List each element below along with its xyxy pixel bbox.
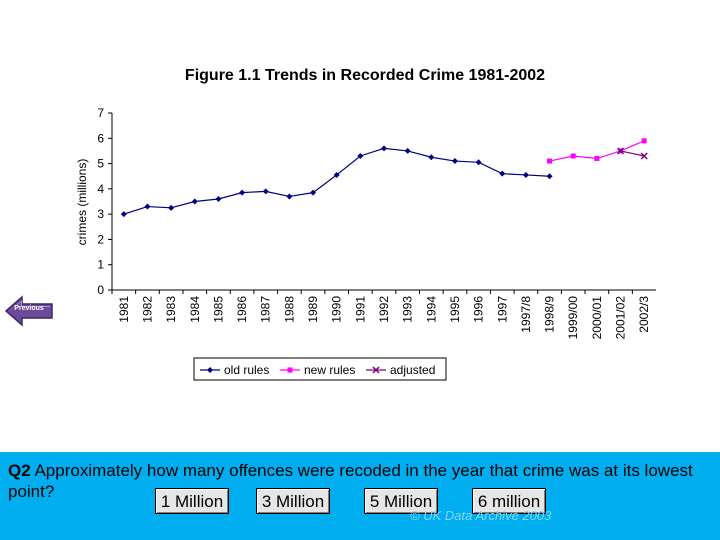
- data-point: [428, 154, 435, 161]
- data-point: [570, 153, 576, 159]
- x-tick-label: 1997: [495, 296, 509, 323]
- series-line: [123, 147, 550, 215]
- y-tick-label: 5: [97, 157, 104, 171]
- question-body: Approximately how many offences were rec…: [8, 461, 693, 501]
- y-tick-label: 7: [97, 106, 104, 120]
- series-adjusted: [616, 147, 648, 160]
- data-point: [404, 147, 411, 154]
- series-old-rules: [120, 145, 553, 218]
- data-point: [381, 145, 387, 152]
- data-point: [286, 193, 293, 200]
- series-line: [620, 150, 645, 157]
- x-tick-label: 1994: [424, 296, 438, 323]
- data-point: [310, 189, 317, 196]
- data-point: [499, 170, 506, 177]
- data-point: [547, 158, 553, 164]
- y-tick-label: 6: [97, 131, 104, 145]
- data-point: [475, 159, 482, 166]
- x-tick-label: 1988: [282, 296, 296, 323]
- data-point: [191, 198, 198, 205]
- data-point: [120, 211, 127, 218]
- x-tick-labels: 1981 1982 1983 1984 1985 1986 1987 1988 1989 1990…: [117, 296, 651, 340]
- x-tick-label: 1999/00: [566, 296, 580, 340]
- axes: [108, 112, 656, 294]
- copyright-text: © UK Data Archive 2003: [410, 508, 552, 523]
- y-axis-label: crimes (millions): [75, 159, 89, 246]
- legend-marker: [287, 367, 293, 373]
- legend-marker: [372, 366, 380, 374]
- series-new-rules: [547, 138, 647, 164]
- x-tick-label: 1986: [235, 296, 249, 323]
- answer-3-million-button[interactable]: 3 Million: [256, 488, 330, 514]
- data-point: [616, 147, 625, 155]
- data-point: [144, 203, 151, 210]
- series-layer: [120, 138, 648, 218]
- data-point: [451, 158, 458, 165]
- x-tick-label: 1998/9: [543, 296, 557, 333]
- data-point: [333, 171, 340, 178]
- legend-item: adjusted: [366, 363, 435, 377]
- data-point: [546, 173, 553, 180]
- legend-box: [193, 357, 447, 381]
- x-tick-label: 2000/01: [590, 296, 604, 340]
- x-tick-label: 1984: [188, 296, 202, 323]
- chart: Figure 1.1 Trends in Recorded Crime 1981…: [75, 67, 656, 381]
- data-point: [168, 204, 175, 211]
- x-tick-label: 2001/02: [614, 296, 628, 340]
- x-tick-label: 1989: [306, 296, 320, 323]
- legend-label: adjusted: [390, 363, 435, 377]
- data-point: [641, 138, 647, 144]
- legend-item: new rules: [280, 363, 355, 377]
- data-point: [594, 156, 600, 162]
- previous-arrow-icon: [4, 295, 53, 327]
- x-tick-label: 1985: [211, 296, 225, 323]
- legend-label: old rules: [224, 363, 269, 377]
- legend-label: new rules: [304, 363, 355, 377]
- y-tick-label: 4: [97, 182, 104, 196]
- question-number: Q2: [8, 461, 31, 480]
- y-tick-label: 0: [97, 283, 104, 297]
- y-tick-labels: 0 1 2 3 4 5 6 7: [97, 106, 104, 297]
- x-tick-label: 1991: [353, 296, 367, 323]
- y-tick-label: 1: [97, 258, 104, 272]
- legend-marker: [207, 367, 213, 373]
- x-tick-label: 1981: [117, 296, 131, 323]
- x-tick-label: 1995: [448, 296, 462, 323]
- data-point: [239, 189, 246, 196]
- data-point: [640, 152, 648, 160]
- x-tick-label: 1983: [164, 296, 178, 323]
- x-tick-label: 1990: [330, 296, 344, 323]
- x-tick-label: 1993: [401, 296, 415, 323]
- previous-label: Previous: [14, 305, 44, 312]
- data-point: [522, 171, 529, 178]
- answer-1-million-button[interactable]: 1 Million: [155, 488, 229, 514]
- answer-6-million-button[interactable]: 6 million: [472, 488, 546, 514]
- question-panel: Q2 Approximately how many offences were …: [0, 452, 720, 540]
- x-tick-label: 1987: [259, 296, 273, 323]
- question-text: Q2 Approximately how many offences were …: [8, 460, 708, 502]
- answer-5-million-button[interactable]: 5 Million: [364, 488, 438, 514]
- legend-item: old rules: [200, 363, 269, 377]
- data-point: [357, 152, 364, 159]
- data-point: [262, 188, 269, 195]
- y-tick-label: 3: [97, 207, 104, 221]
- data-point: [215, 195, 222, 202]
- chart-title: Figure 1.1 Trends in Recorded Crime 1981…: [185, 67, 545, 84]
- x-tick-label: 1997/8: [519, 296, 533, 333]
- legend: old rules new rules adjusted: [193, 357, 447, 381]
- x-tick-label: 1996: [472, 296, 486, 323]
- previous-button[interactable]: Previous: [4, 294, 56, 328]
- x-tick-label: 1992: [377, 296, 391, 323]
- x-tick-label: 2002/3: [637, 296, 651, 333]
- y-tick-label: 2: [97, 232, 104, 246]
- x-tick-label: 1982: [140, 296, 154, 323]
